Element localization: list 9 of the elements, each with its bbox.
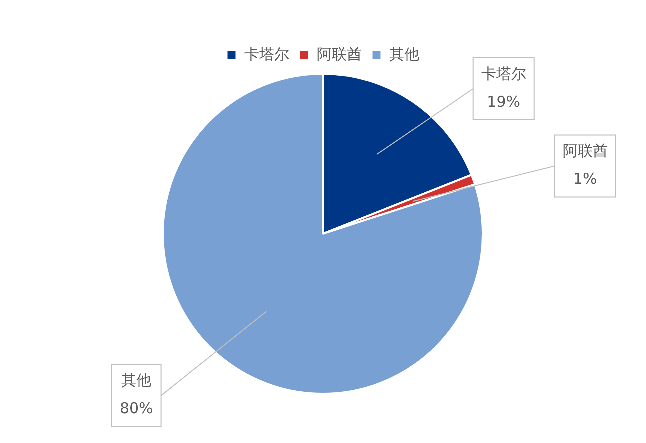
data-label: 1% <box>573 170 598 188</box>
data-label: 19% <box>487 92 521 111</box>
legend-label: 卡塔尔 <box>244 45 290 64</box>
slice-label: 其他 <box>122 372 152 390</box>
legend-label: 阿联酋 <box>316 45 362 64</box>
legend-label: 其他 <box>389 45 420 64</box>
slice-label: 阿联酋 <box>562 142 608 160</box>
slice-label: 卡塔尔 <box>481 64 526 83</box>
data-label: 80% <box>120 400 154 418</box>
